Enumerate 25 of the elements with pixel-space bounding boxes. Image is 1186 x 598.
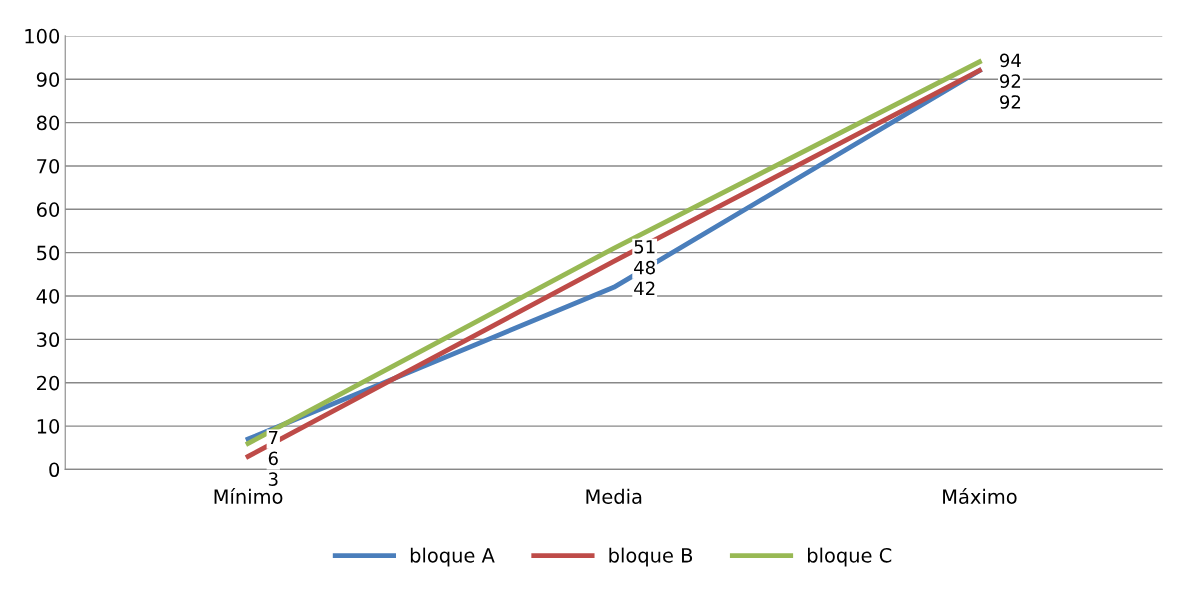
y-tick-label: 0	[49, 462, 60, 478]
y-tick-label: 70	[37, 158, 60, 174]
data-label: 92	[1000, 95, 1021, 109]
x-tick-label: Mínimo	[214, 488, 283, 504]
legend-label: bloque C	[808, 547, 892, 567]
legend-label: bloque A	[410, 547, 495, 567]
x-tick-label: Máximo	[943, 488, 1017, 504]
data-label: 3	[268, 472, 278, 486]
data-label: 6	[268, 451, 278, 466]
y-tick-label: 100	[25, 28, 60, 44]
data-label: 42	[634, 281, 655, 295]
y-tick-label: 80	[36, 115, 60, 131]
legend-label: bloque B	[609, 547, 693, 567]
data-label: 94	[1000, 53, 1021, 68]
y-tick-label: 90	[36, 72, 60, 87]
y-tick-label: 60	[36, 202, 60, 217]
data-label: 51	[634, 240, 655, 254]
y-tick-label: 10	[37, 419, 60, 434]
data-label: 48	[634, 260, 655, 275]
y-tick-label: 40	[36, 288, 60, 304]
data-label: 92	[1000, 74, 1021, 88]
y-tick-label: 30	[37, 332, 60, 348]
y-tick-label: 50	[37, 245, 60, 261]
y-tick-label: 20	[37, 375, 60, 391]
x-tick-label: Media	[586, 488, 642, 504]
